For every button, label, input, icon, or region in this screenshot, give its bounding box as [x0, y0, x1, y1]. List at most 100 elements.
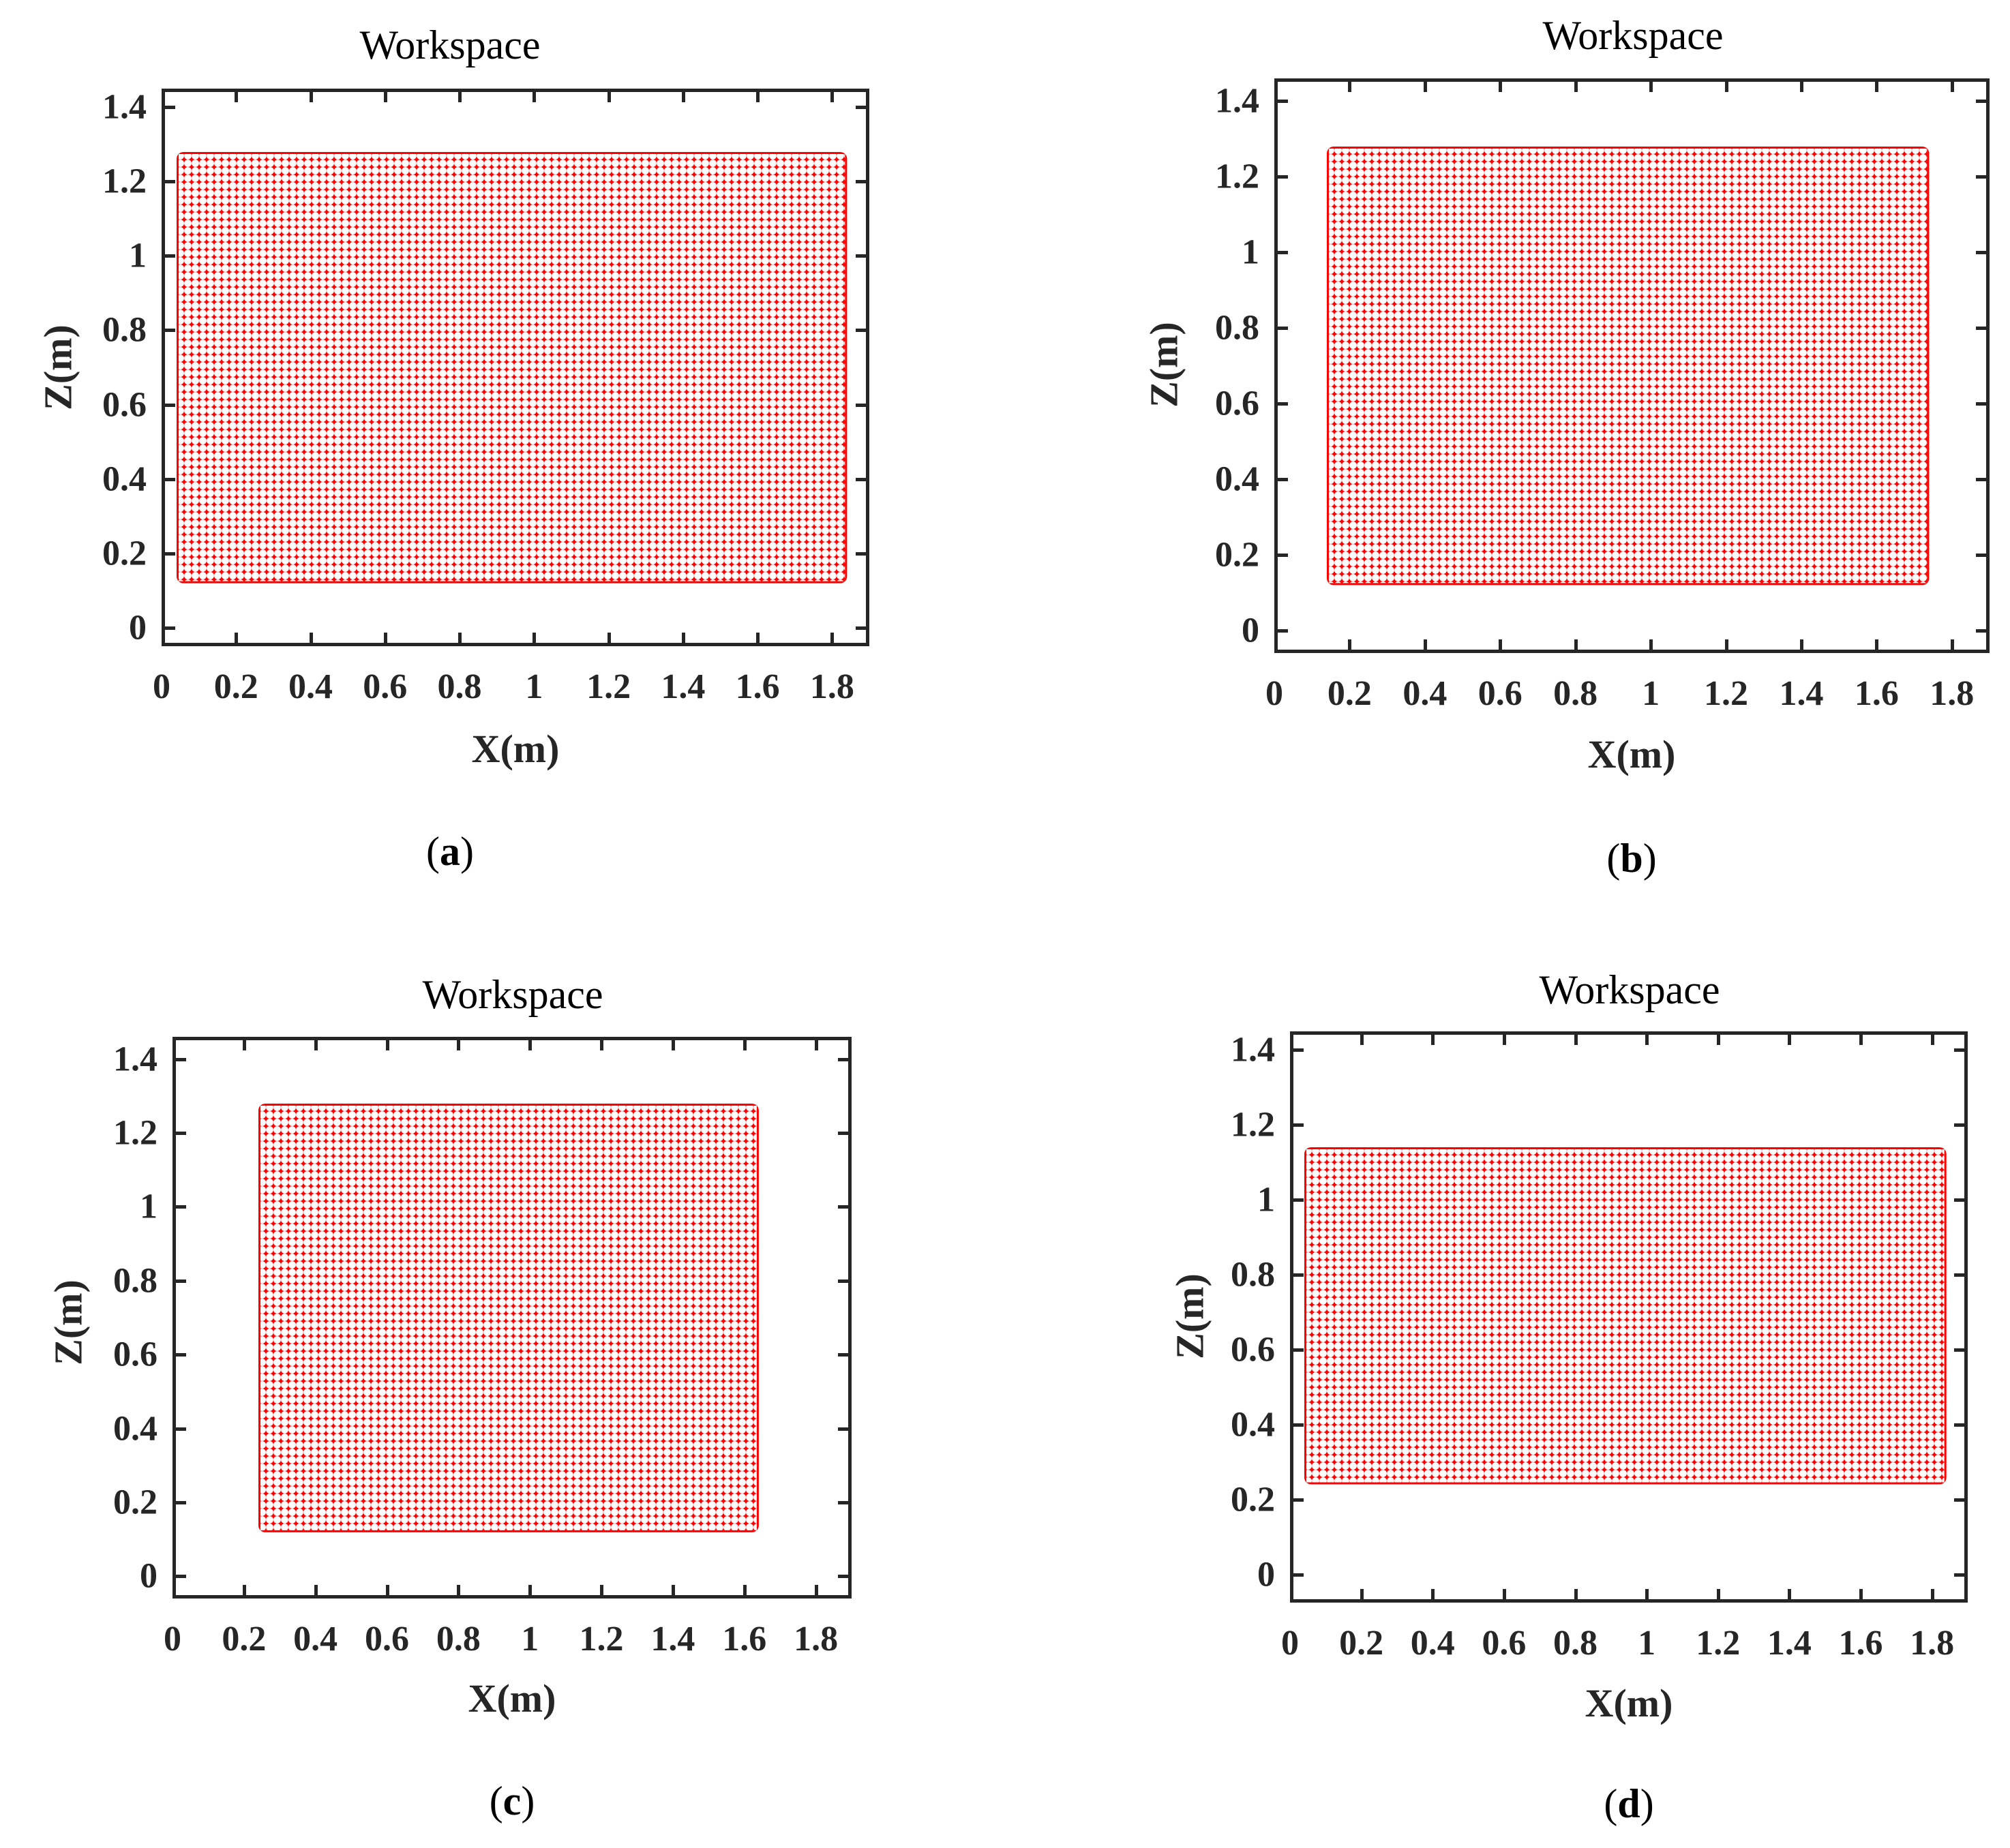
x-tick [1875, 81, 1879, 92]
x-tick [309, 91, 313, 102]
y-tick [1293, 1423, 1304, 1427]
x-tick-label: 1.8 [809, 667, 854, 706]
x-tick [1502, 1589, 1506, 1600]
y-tick [1976, 553, 1987, 557]
y-tick [1954, 1423, 1965, 1427]
x-tick [1502, 1034, 1506, 1045]
y-tick-label: 1.4 [1231, 1030, 1275, 1070]
y-axis-label: Z(m) [46, 1279, 91, 1365]
x-tick [1724, 639, 1728, 650]
x-tick-label: 0.2 [1327, 674, 1372, 713]
y-tick [1277, 628, 1288, 633]
y-tick [1976, 402, 1987, 406]
y-tick [838, 1353, 849, 1357]
x-tick [1950, 639, 1954, 650]
chart-title: Workspace [359, 22, 541, 67]
y-tick [175, 1205, 186, 1209]
x-tick [600, 1040, 604, 1050]
x-tick [528, 1040, 532, 1050]
panel-caption: (d) [1604, 1781, 1654, 1826]
x-tick [1360, 1034, 1364, 1045]
x-tick [314, 1040, 318, 1050]
y-tick-label: 0.8 [113, 1261, 158, 1301]
x-tick-label: 1.4 [1767, 1624, 1812, 1663]
y-tick-label: 0.4 [113, 1409, 158, 1449]
y-tick [1293, 1348, 1304, 1352]
x-tick [1360, 1589, 1364, 1600]
panel-caption: (a) [426, 829, 474, 874]
chart-title: Workspace [422, 972, 603, 1017]
x-tick-label: 1.2 [1696, 1624, 1741, 1663]
x-tick [1645, 1034, 1649, 1045]
x-axis-label: X(m) [468, 1676, 556, 1721]
x-tick [1423, 81, 1427, 92]
y-tick [856, 626, 867, 630]
y-tick-label: 0 [129, 608, 147, 648]
x-tick [742, 1040, 747, 1050]
y-tick-label: 0.6 [1231, 1330, 1275, 1369]
y-tick [1976, 251, 1987, 255]
x-tick [385, 1585, 389, 1596]
x-tick [681, 633, 685, 643]
x-tick-label: 1.8 [1930, 674, 1975, 713]
x-tick [1574, 1589, 1578, 1600]
chart-title: Workspace [1539, 967, 1720, 1012]
x-tick [1649, 81, 1653, 92]
x-tick [607, 91, 611, 102]
workspace-points [258, 1103, 759, 1532]
y-tick-label: 1 [1242, 232, 1259, 272]
x-tick [458, 633, 462, 643]
x-tick [235, 633, 239, 643]
x-tick-label: 1.6 [1838, 1624, 1883, 1663]
x-tick [383, 91, 387, 102]
x-tick-label: 1.6 [722, 1620, 767, 1658]
x-tick-label: 1.4 [661, 667, 706, 706]
y-tick [1277, 477, 1288, 481]
y-tick-label: 0 [1257, 1555, 1275, 1594]
y-tick [838, 1575, 849, 1579]
y-tick [838, 1131, 849, 1135]
y-tick [856, 106, 867, 110]
y-tick-label: 0.8 [102, 310, 147, 350]
x-tick-label: 0.4 [293, 1620, 338, 1658]
y-tick-label: 0.2 [1215, 535, 1259, 575]
y-tick-label: 0.2 [102, 534, 147, 573]
y-axis-label: Z(m) [35, 324, 80, 410]
x-tick [1645, 1589, 1649, 1600]
x-tick-label: 0.6 [1478, 674, 1522, 713]
y-tick-label: 0.8 [1215, 308, 1259, 348]
x-tick [742, 1585, 747, 1596]
y-tick [1976, 327, 1987, 331]
y-tick [1277, 251, 1288, 255]
y-tick [175, 1279, 186, 1283]
x-tick [1649, 639, 1653, 650]
x-tick-label: 0.8 [1553, 1624, 1598, 1663]
x-tick-label: 1.4 [1779, 674, 1824, 713]
y-tick [164, 626, 175, 630]
x-tick [1859, 1034, 1863, 1045]
y-tick-label: 0.4 [1215, 459, 1259, 499]
y-tick [1293, 1123, 1304, 1127]
x-tick [607, 633, 611, 643]
x-tick-label: 0 [1265, 674, 1283, 713]
y-tick [175, 1501, 186, 1505]
x-tick [671, 1040, 675, 1050]
x-tick [532, 633, 537, 643]
y-tick-label: 1 [1257, 1180, 1275, 1220]
x-tick [528, 1585, 532, 1596]
x-tick [1574, 1034, 1578, 1045]
x-tick-label: 0 [1281, 1624, 1299, 1663]
y-tick [164, 403, 175, 407]
y-tick-label: 1.4 [1215, 81, 1259, 121]
x-tick-label: 1.6 [735, 667, 780, 706]
x-tick [1431, 1034, 1435, 1045]
x-tick [1788, 1589, 1792, 1600]
y-tick [838, 1501, 849, 1505]
x-tick [1875, 639, 1879, 650]
y-tick [838, 1427, 849, 1431]
y-tick [1277, 327, 1288, 331]
x-tick-label: 1 [1638, 1624, 1656, 1663]
y-tick-label: 1.4 [102, 87, 147, 127]
x-tick [671, 1585, 675, 1596]
x-axis-label: X(m) [471, 727, 560, 771]
